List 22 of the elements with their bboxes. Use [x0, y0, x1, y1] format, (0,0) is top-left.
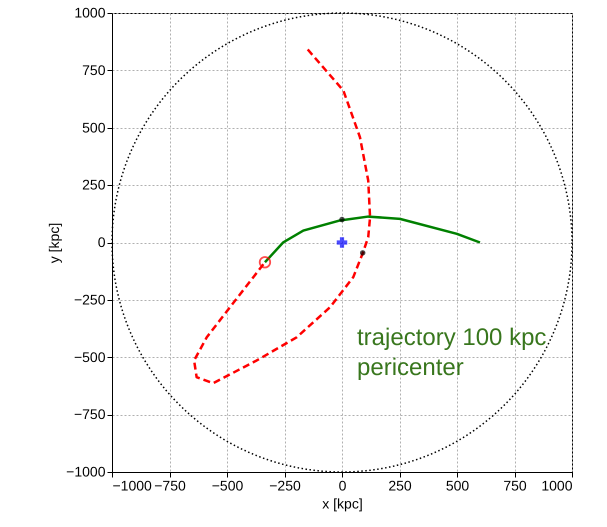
y-tick-label: −250	[74, 291, 106, 308]
x-axis-title: x [kpc]	[322, 496, 363, 512]
x-tick-label: 250	[388, 478, 412, 494]
y-tick-label: −1000	[66, 464, 106, 480]
x-tick-label: 1000	[541, 478, 573, 494]
annotation: trajectory 100 kpc pericenter	[357, 324, 546, 381]
x-tick-label: 750	[503, 478, 527, 494]
x-tick-label: −250	[269, 478, 301, 494]
y-tick-label: −750	[74, 406, 106, 422]
x-tick-label: −500	[212, 478, 244, 494]
y-tick-label: −500	[74, 348, 106, 365]
y-tick-label: 250	[82, 176, 106, 193]
x-tick-label: 500	[446, 478, 470, 494]
line-series	[264, 215, 482, 264]
x-tick-label: 0	[338, 478, 347, 494]
y-tick-label: 0	[98, 234, 106, 250]
y-tick-label: 500	[82, 119, 106, 136]
x-tick-label: −1000	[112, 478, 152, 494]
x-tick-label: −750	[154, 478, 186, 494]
y-tick-label: 1000	[74, 4, 106, 20]
y-axis-title: y [kpc]	[46, 222, 62, 264]
y-tick-label: 750	[82, 62, 106, 78]
